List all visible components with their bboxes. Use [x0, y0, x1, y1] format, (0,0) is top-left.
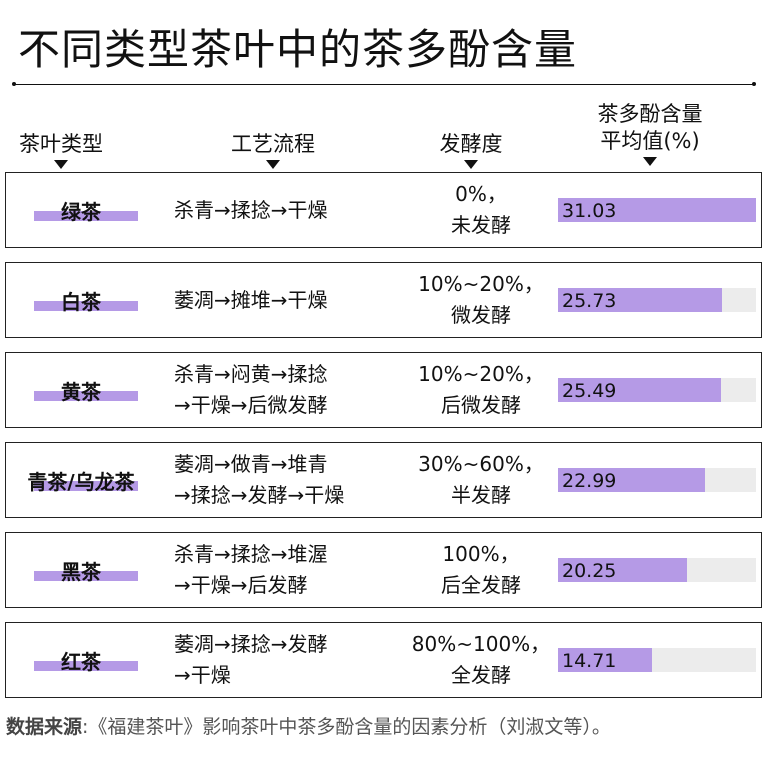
bar-track: 25.73: [558, 288, 756, 312]
page-title: 不同类型茶叶中的茶多酚含量: [18, 25, 578, 74]
fermentation-line: 全发酵: [451, 663, 511, 687]
fermentation-line: 后全发酵: [441, 573, 521, 597]
tea-type-cell: 红茶: [16, 623, 146, 697]
bar-track: 25.49: [558, 378, 756, 402]
bar: [558, 558, 687, 582]
fermentation-line: 后微发酵: [441, 393, 521, 417]
tea-type-highlight: [34, 301, 138, 311]
bar-value-label: 22.99: [562, 470, 617, 492]
table-row: 青茶/乌龙茶 萎凋→做青→堆青 →揉捻→发酵→干燥 30%~60%， 半发酵 22.99: [5, 442, 762, 518]
tea-type-highlight: [34, 211, 138, 221]
tea-type-highlight: [34, 661, 138, 671]
divider-dot-left: [12, 82, 16, 86]
tea-type-cell: 黄茶: [16, 353, 146, 427]
bar: [558, 648, 652, 672]
process-line: →干燥: [174, 663, 231, 687]
tea-type-label: 绿茶: [61, 199, 101, 224]
process-cell: 杀青→闷黄→揉捻 →干燥→后微发酵: [174, 353, 410, 427]
bar: [558, 378, 721, 402]
fermentation-line: 0%，: [455, 182, 507, 206]
tea-type-highlight: [34, 481, 138, 491]
fermentation-line: 10%~20%，: [418, 362, 544, 386]
source-text: :《福建茶叶》影响茶叶中茶多酚含量的因素分析（刘淑文等）。: [82, 716, 611, 738]
bar-value-label: 25.73: [562, 290, 617, 312]
bar-value-label: 14.71: [562, 650, 617, 672]
process-line: 萎凋→做青→堆青: [174, 452, 328, 476]
header-type: 茶叶类型: [6, 131, 116, 169]
header-process: 工艺流程: [208, 131, 338, 169]
tea-type-cell: 白茶: [16, 263, 146, 337]
source-label: 数据来源: [6, 716, 83, 738]
process-line: 萎凋→摊堆→干燥: [174, 287, 328, 312]
bar-value-label: 31.03: [562, 200, 617, 222]
tea-type-highlight: [34, 571, 138, 581]
fermentation-cell: 0%， 未发酵: [406, 173, 556, 247]
fermentation-line: 微发酵: [451, 303, 511, 327]
process-cell: 杀青→揉捻→堆渥 →干燥→后发酵: [174, 533, 410, 607]
header-type-label: 茶叶类型: [19, 132, 103, 156]
process-line: 萎凋→揉捻→发酵: [174, 632, 328, 656]
bar-value-label: 25.49: [562, 380, 617, 402]
bar-track: 22.99: [558, 468, 756, 492]
fermentation-line: 未发酵: [451, 213, 511, 237]
fermentation-cell: 10%~20%， 微发酵: [406, 263, 556, 337]
tea-type-label: 红茶: [61, 649, 101, 674]
tea-type-label: 黑茶: [61, 559, 101, 584]
process-cell: 萎凋→摊堆→干燥: [174, 263, 410, 337]
header-type-arrow-icon: [54, 160, 68, 169]
header-process-label: 工艺流程: [231, 132, 315, 156]
tea-type-label: 黄茶: [61, 379, 101, 404]
tea-type-cell: 青茶/乌龙茶: [16, 443, 146, 517]
fermentation-line: 30%~60%，: [418, 452, 544, 476]
process-line: 杀青→揉捻→干燥: [174, 197, 328, 222]
header-fermentation-label: 发酵度: [439, 132, 503, 156]
fermentation-cell: 100%， 后全发酵: [406, 533, 556, 607]
process-cell: 杀青→揉捻→干燥: [174, 173, 410, 247]
fermentation-line: 10%~20%，: [418, 272, 544, 296]
process-line: →干燥→后发酵: [174, 573, 308, 597]
header-polyphenol-line1: 茶多酚含量: [597, 102, 703, 126]
fermentation-line: 100%，: [442, 542, 520, 566]
tea-type-label: 青茶/乌龙茶: [27, 469, 135, 494]
process-line: →揉捻→发酵→干燥: [174, 483, 345, 507]
header-polyphenol: 茶多酚含量 平均值(%): [570, 101, 730, 166]
table-row: 绿茶 杀青→揉捻→干燥 0%， 未发酵 31.03: [5, 172, 762, 248]
fermentation-cell: 30%~60%， 半发酵: [406, 443, 556, 517]
bar: [558, 288, 722, 312]
bar-value-label: 20.25: [562, 560, 617, 582]
process-line: →干燥→后微发酵: [174, 393, 328, 417]
header-polyphenol-arrow-icon: [643, 157, 657, 166]
bar-track: 20.25: [558, 558, 756, 582]
header-polyphenol-line2: 平均值(%): [600, 129, 700, 153]
table-row: 白茶 萎凋→摊堆→干燥 10%~20%， 微发酵 25.73: [5, 262, 762, 338]
bar: [558, 198, 756, 222]
header-fermentation: 发酵度: [416, 131, 526, 169]
table-row: 红茶 萎凋→揉捻→发酵 →干燥 80%~100%， 全发酵 14.71: [5, 622, 762, 698]
process-line: 杀青→揉捻→堆渥: [174, 542, 328, 566]
header-process-arrow-icon: [266, 160, 280, 169]
table-row: 黄茶 杀青→闷黄→揉捻 →干燥→后微发酵 10%~20%， 后微发酵 25.49: [5, 352, 762, 428]
source-note: 数据来源:《福建茶叶》影响茶叶中茶多酚含量的因素分析（刘淑文等）。: [6, 712, 611, 739]
bar: [558, 468, 705, 492]
fermentation-line: 80%~100%，: [411, 632, 551, 656]
tea-type-cell: 黑茶: [16, 533, 146, 607]
fermentation-cell: 80%~100%， 全发酵: [406, 623, 556, 697]
bar-track: 14.71: [558, 648, 756, 672]
header-fermentation-arrow-icon: [464, 160, 478, 169]
process-cell: 萎凋→做青→堆青 →揉捻→发酵→干燥: [174, 443, 410, 517]
tea-type-highlight: [34, 391, 138, 401]
title-divider: [14, 84, 754, 85]
process-line: 杀青→闷黄→揉捻: [174, 362, 328, 386]
table-row: 黑茶 杀青→揉捻→堆渥 →干燥→后发酵 100%， 后全发酵 20.25: [5, 532, 762, 608]
tea-type-label: 白茶: [61, 289, 101, 314]
fermentation-cell: 10%~20%， 后微发酵: [406, 353, 556, 427]
tea-type-cell: 绿茶: [16, 173, 146, 247]
divider-dot-right: [752, 82, 756, 86]
fermentation-line: 半发酵: [451, 483, 511, 507]
bar-track: 31.03: [558, 198, 756, 222]
process-cell: 萎凋→揉捻→发酵 →干燥: [174, 623, 410, 697]
